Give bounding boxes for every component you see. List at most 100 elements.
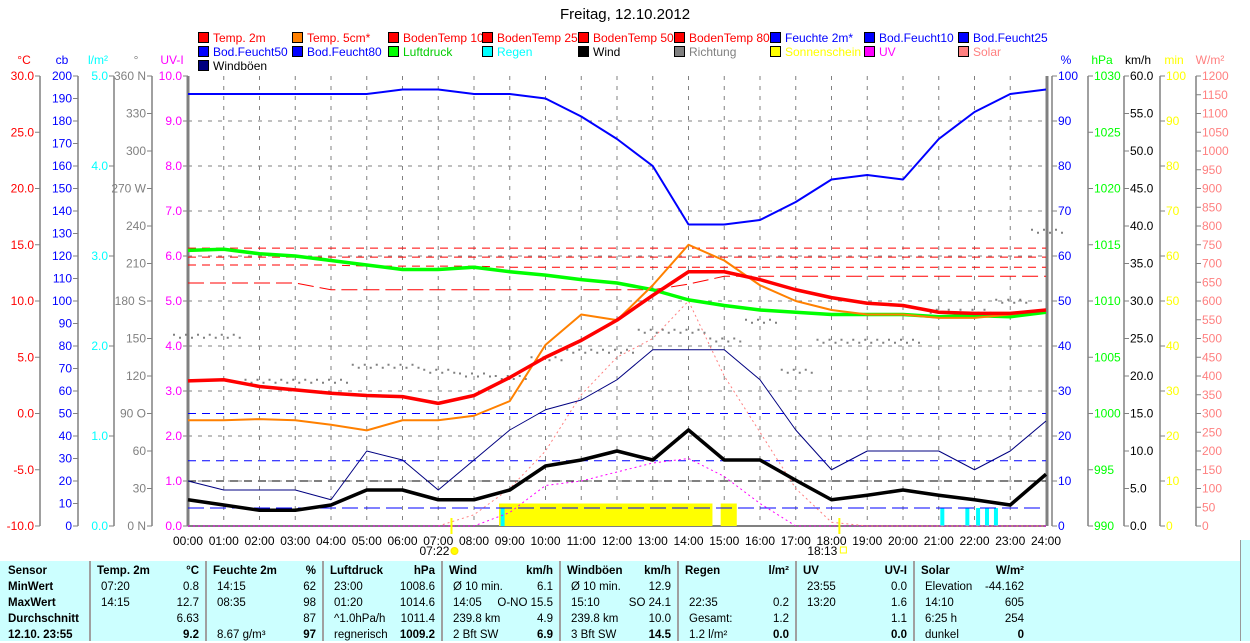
legend-swatch — [482, 32, 493, 43]
direction-point — [643, 331, 646, 334]
legend-label: Temp. 2m — [213, 31, 266, 45]
direction-point — [1007, 298, 1010, 301]
table-cell-value: 1008.6 — [399, 581, 435, 593]
table-header-unit: % — [305, 565, 316, 577]
weather-chart: °C -10.0 -5.0 0.0 5.0 10.0 15.0 20.0 25.0 30.0 cb 0… — [7, 53, 1229, 558]
direction-point — [238, 336, 241, 339]
direction-point — [256, 378, 259, 381]
direction-point — [578, 348, 581, 351]
legend-item[interactable]: Sonnenschein — [770, 45, 861, 59]
direction-point — [328, 378, 330, 381]
table-row-label: Durchschnitt — [8, 613, 79, 625]
legend-swatch — [578, 46, 589, 57]
scrollbar[interactable] — [1240, 540, 1250, 641]
direction-point — [471, 372, 473, 375]
legend-label: BodenTemp 80 — [689, 31, 770, 45]
table-cell-value: 0.0 — [891, 629, 907, 641]
wm2-axis-tick-label: 850 — [1202, 200, 1222, 214]
legend-label: BodenTemp 25 — [497, 31, 578, 45]
dir-axis-tick-label: 300 — [126, 144, 146, 158]
wm2-axis-tick-label: 700 — [1202, 257, 1222, 271]
direction-point — [1013, 301, 1016, 304]
wm2-axis-tick-label: 750 — [1202, 238, 1222, 252]
legend-item[interactable]: Temp. 5cm* — [292, 31, 370, 45]
legend-swatch — [578, 32, 589, 43]
direction-point — [554, 356, 557, 359]
cb-axis-tick-label: 200 — [52, 69, 72, 83]
direction-point — [673, 328, 676, 331]
direction-point — [1031, 228, 1033, 231]
table-header-unit: km/h — [526, 565, 553, 577]
cb-axis-tick-label: 60 — [59, 384, 73, 398]
legend-item[interactable]: BodenTemp 80 — [674, 31, 770, 45]
legend-item[interactable]: Feuchte 2m* — [770, 31, 853, 45]
direction-point — [453, 371, 456, 374]
direction-point — [310, 381, 313, 384]
wm2-axis-tick-label: 1100 — [1202, 107, 1228, 121]
hpa-axis-tick-label: 995 — [1094, 463, 1114, 477]
legend-item[interactable]: Solar — [958, 45, 1001, 59]
table-column: Windböen km/h Ø 10 min. 12.9 15:10 SO 24.1 239… — [559, 561, 677, 641]
direction-point — [244, 378, 247, 381]
legend-swatch — [198, 46, 209, 57]
x-tick-label: 24:00 — [1031, 534, 1061, 548]
direction-point — [304, 378, 307, 381]
legend-label: BodenTemp 50 — [593, 31, 674, 45]
uv-axis-tick-label: 0.0 — [165, 519, 182, 533]
legend-item[interactable]: UV — [864, 45, 896, 59]
direction-point — [679, 331, 682, 334]
legend-item[interactable]: Regen — [482, 45, 532, 59]
table-cell-label: Gesamt: — [689, 613, 733, 625]
pct-axis-tick-label: 90 — [1058, 114, 1072, 128]
legend-item[interactable]: Bod.Feucht25 — [958, 31, 1048, 45]
table-cell-value: 12.7 — [176, 597, 199, 609]
direction-point — [697, 328, 700, 331]
direction-point — [709, 337, 712, 340]
legend-item[interactable]: Bod.Feucht50 — [198, 45, 288, 59]
legend-item[interactable]: BodenTemp 10 — [388, 31, 484, 45]
legend-item[interactable]: Luftdruck — [388, 45, 452, 59]
direction-point — [1025, 301, 1028, 304]
hpa-axis-tick-label: 1000 — [1094, 407, 1121, 421]
hpa-axis-tick-label: 1025 — [1094, 125, 1121, 139]
temp-axis-tick-label: 20.0 — [11, 182, 35, 196]
table-column: Feuchte 2m% 14:15 62 08:35 98 87 8.67 g/m³ 97 — [205, 561, 322, 641]
direction-point — [632, 351, 634, 354]
legend-label: UV — [879, 45, 896, 59]
min-axis-tick-label: 40 — [1166, 339, 1180, 353]
direction-point — [477, 375, 479, 378]
table-cell-value: 0.0 — [773, 629, 789, 641]
legend-item[interactable]: BodenTemp 50 — [578, 31, 674, 45]
cb-axis-tick-label: 80 — [59, 339, 73, 353]
table-row-labels: Sensor MinWert MaxWert Durchschnitt 12.10. 2… — [0, 561, 89, 641]
direction-point — [715, 340, 718, 343]
legend-swatch — [388, 46, 399, 57]
legend-item[interactable]: BodenTemp 25 — [482, 31, 578, 45]
legend-item[interactable]: Wind — [578, 45, 620, 59]
direction-point — [447, 368, 450, 371]
direction-point — [822, 341, 825, 344]
direction-point — [250, 381, 253, 384]
direction-point — [661, 328, 664, 331]
table-row-label: 12.10. 23:55 — [8, 629, 73, 641]
legend-item[interactable]: Bod.Feucht80 — [292, 45, 382, 59]
wm2-axis-tick-label: 400 — [1202, 369, 1222, 383]
table-cell-label: dunkel — [925, 629, 959, 641]
legend-item[interactable]: Bod.Feucht10 — [864, 31, 954, 45]
legend-item[interactable]: Temp. 2m — [198, 31, 266, 45]
legend-swatch — [674, 32, 685, 43]
legend-item[interactable]: Richtung — [674, 45, 736, 59]
direction-point — [792, 368, 795, 371]
legend-label: Bod.Feucht25 — [973, 31, 1048, 45]
table-cell-value: 1011.4 — [400, 613, 435, 625]
direction-point — [566, 348, 569, 351]
table-cell-value: 1.6 — [891, 597, 907, 609]
table-cell-label: 239.8 km — [571, 613, 619, 625]
direction-point — [500, 378, 503, 380]
cb-axis-tick-label: 0 — [65, 519, 72, 533]
legend-swatch — [674, 46, 685, 57]
direction-point — [870, 341, 873, 344]
statistics-table: Sensor MinWert MaxWert Durchschnitt 12.10. 2… — [0, 561, 1240, 641]
table-column: Solar W/m² Elevation -44.162 14:10 605 6:25 h 2… — [913, 561, 1030, 641]
legend-item[interactable]: Windböen — [198, 59, 267, 73]
